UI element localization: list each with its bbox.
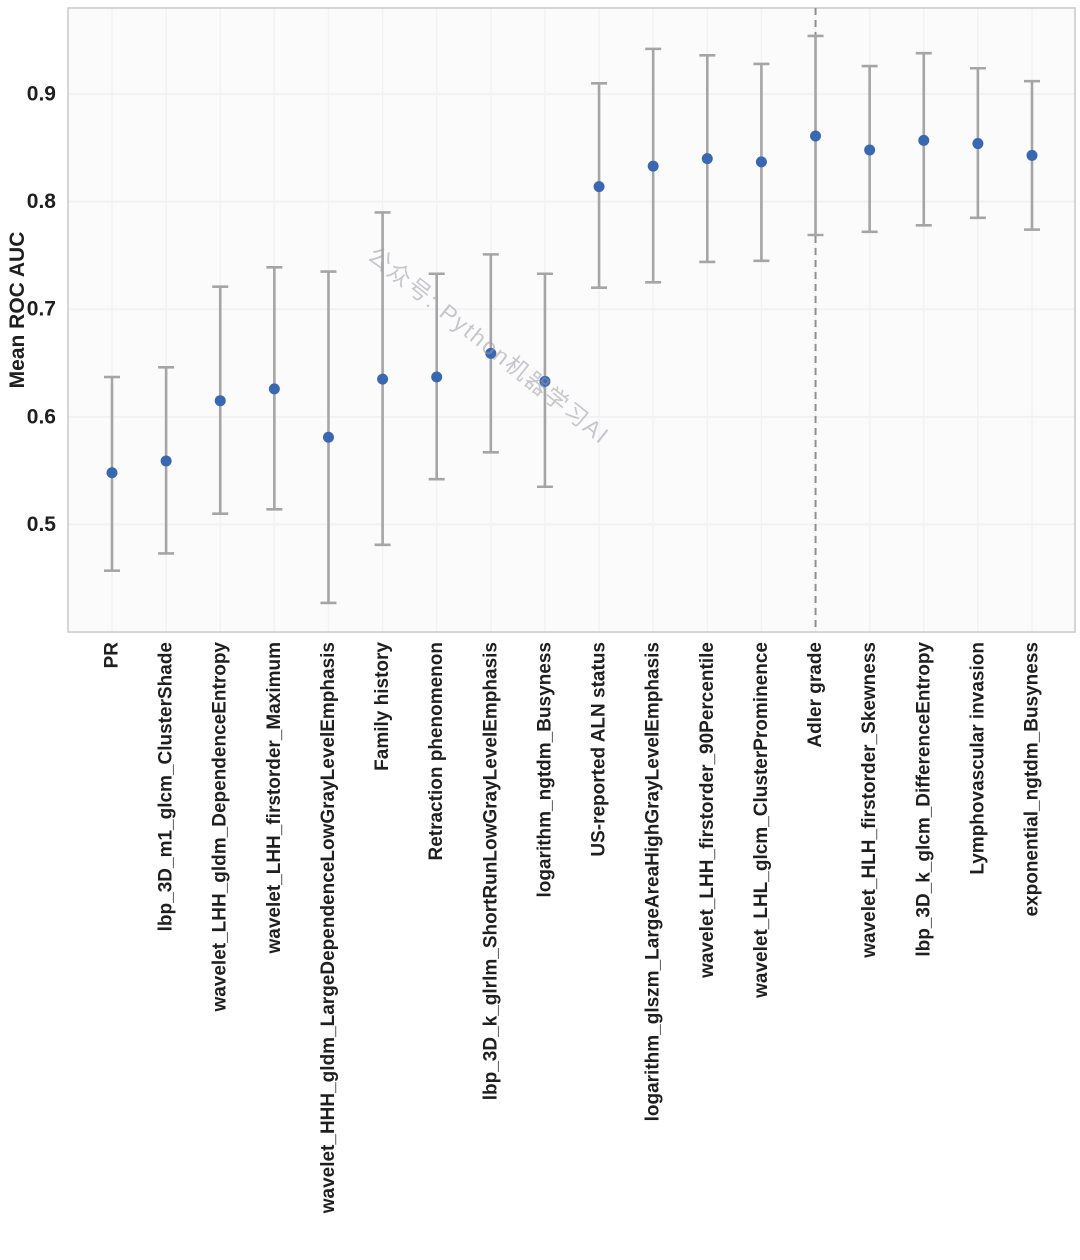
- errorbar: [266, 265, 283, 511]
- x-tick-label: Lymphovascular invasion: [967, 642, 988, 875]
- x-tick-label: PR: [102, 642, 123, 669]
- errorbar: [482, 253, 499, 454]
- data-point: [268, 383, 280, 395]
- data-point: [106, 467, 118, 479]
- x-tick-label: wavelet_LHH_firstorder_Maximum: [264, 642, 285, 955]
- plot-border: [67, 7, 1076, 633]
- data-point: [1026, 149, 1038, 161]
- x-tick-label: logarithm_ngtdm_Busyness: [534, 642, 555, 898]
- errorbar: [645, 47, 662, 284]
- errorbar: [807, 34, 824, 237]
- errorbar: [753, 62, 770, 263]
- data-point: [431, 371, 443, 383]
- errorbar: [374, 211, 391, 547]
- errorbar: [591, 82, 608, 290]
- data-point: [647, 160, 659, 172]
- errorbar: [104, 375, 120, 572]
- data-point: [322, 431, 334, 443]
- errorbar: [536, 272, 553, 489]
- x-tick-label: Family history: [372, 642, 393, 771]
- data-point: [377, 373, 389, 385]
- x-tick-label: wavelet_LHH_firstorder_90Percentile: [697, 642, 718, 979]
- x-tick-label: Retraction phenomenon: [426, 642, 447, 861]
- errorbar-series: [104, 34, 1040, 605]
- x-tick-label: lbp_3D_k_glrlm_ShortRunLowGrayLevelEmpha…: [480, 642, 501, 1100]
- y-tick-label: 0.6: [27, 405, 56, 428]
- data-point: [593, 181, 605, 193]
- y-tick-label: 0.9: [27, 83, 56, 106]
- data-point: [918, 134, 930, 146]
- x-tick-label: wavelet_LHL_glcm_ClusterProminence: [751, 642, 772, 999]
- y-tick-label: 0.8: [27, 190, 57, 213]
- x-tick-label: wavelet_HLH_firstorder_Skewness: [859, 642, 880, 959]
- errorbar: [915, 51, 932, 227]
- data-point: [755, 156, 767, 168]
- errorbar: [861, 64, 878, 234]
- y-axis-ticks: 0.5 0.6 0.7 0.8 0.9: [27, 83, 57, 536]
- x-tick-label: US-reported ALN status: [589, 642, 610, 857]
- x-tick-label: wavelet_LHH_gldm_DependenceEntropy: [210, 642, 231, 1013]
- x-tick-label: exponential_ngtdm_Busyness: [1022, 642, 1043, 917]
- y-tick-label: 0.5: [27, 513, 57, 536]
- data-point: [539, 375, 551, 387]
- x-tick-label: Adler grade: [805, 642, 826, 748]
- x-tick-label: lbp_3D_k_glcm_DifferenceEntropy: [913, 642, 934, 957]
- y-tick-label: 0.7: [27, 298, 56, 321]
- x-tick-label: logarithm_glszm_LargeAreaHighGrayLevelEm…: [643, 642, 664, 1121]
- data-point: [864, 144, 876, 156]
- errorbar: [969, 66, 986, 220]
- errorbar: [158, 366, 175, 555]
- plot-area: [68, 8, 1075, 632]
- y-axis-title: Mean ROC AUC: [6, 232, 29, 389]
- x-tick-label: wavelet_HHH_gldm_LargeDependenceLowGrayL…: [318, 642, 339, 1214]
- x-axis-ticks: PR lbp_3D_m1_glcm_ClusterShade wavelet_LHH…: [102, 642, 1043, 1215]
- x-tick-label: lbp_3D_m1_glcm_ClusterShade: [156, 642, 177, 931]
- data-point: [160, 455, 172, 467]
- data-point: [701, 153, 713, 165]
- errorbar: [320, 270, 337, 605]
- data-point: [485, 347, 497, 359]
- data-point: [214, 395, 226, 407]
- errorbar: [699, 54, 716, 264]
- errorbar: [1024, 79, 1040, 231]
- data-point: [972, 138, 984, 150]
- data-point: [810, 130, 822, 142]
- errorbar: [212, 285, 229, 515]
- errorbar: [428, 272, 445, 481]
